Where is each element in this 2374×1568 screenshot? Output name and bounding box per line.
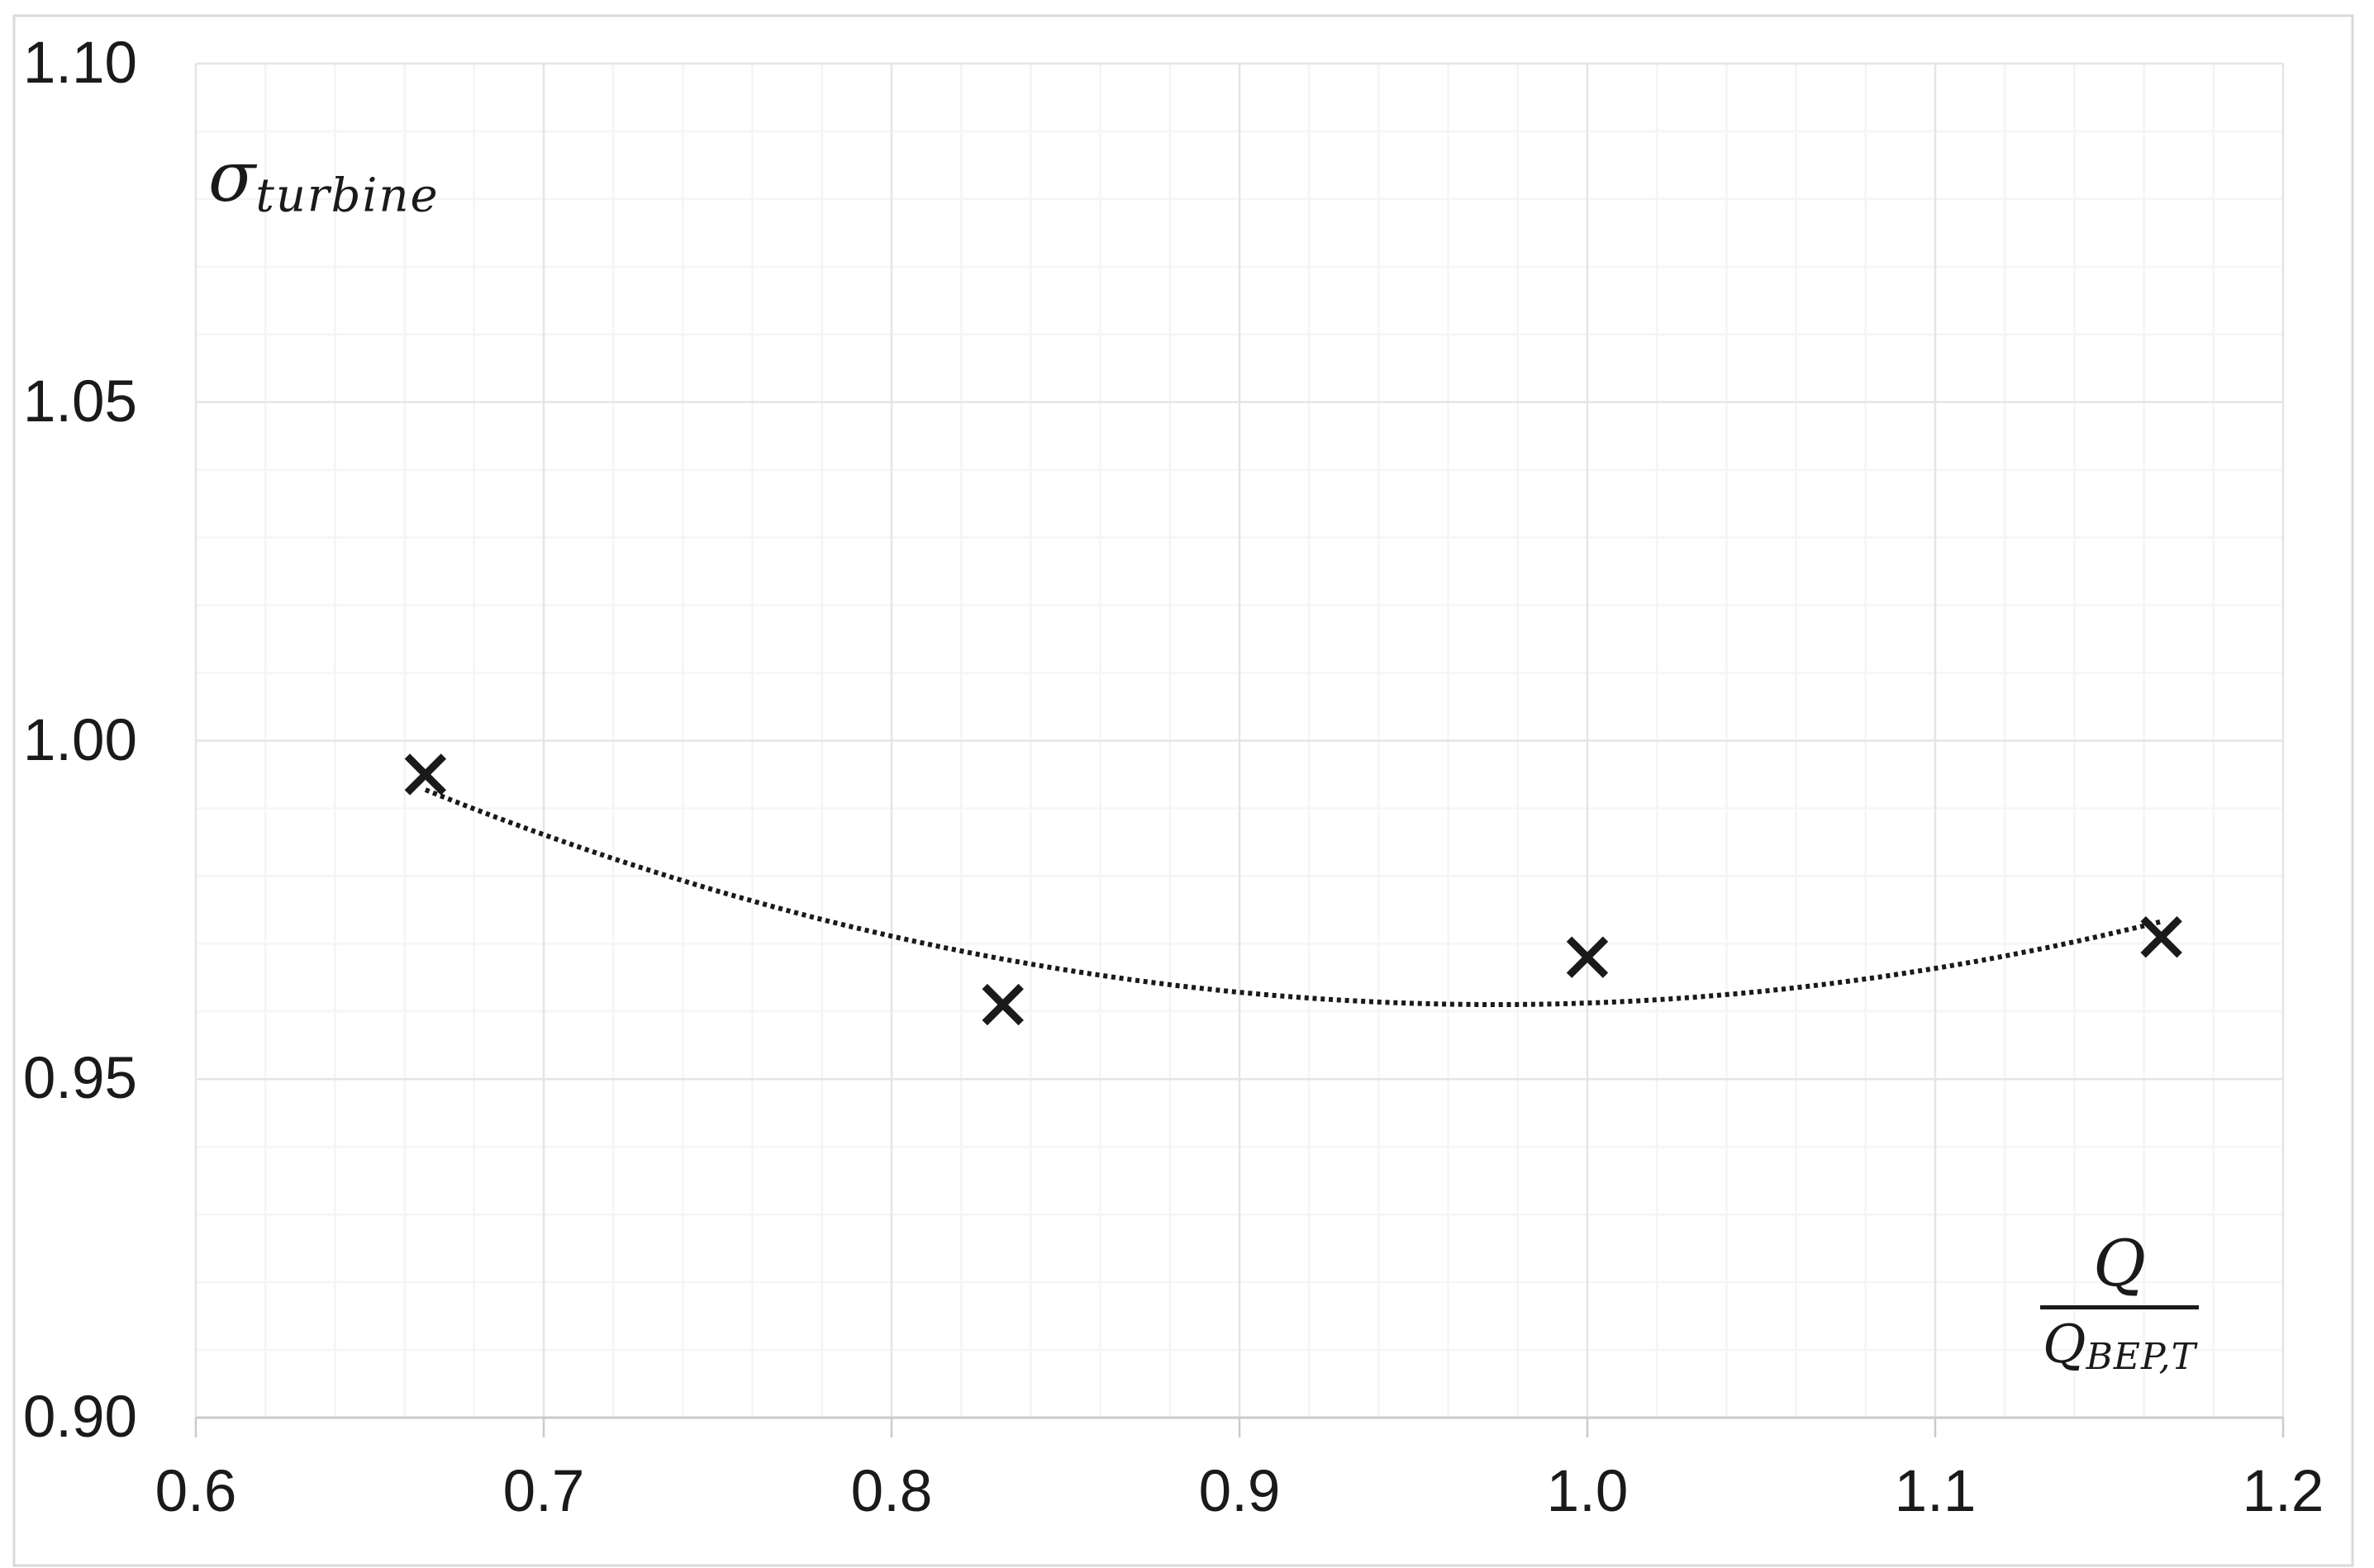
y-tick-label: 1.00	[22, 707, 137, 773]
data-point-marker	[982, 983, 1024, 1026]
figure-border	[12, 14, 2354, 1567]
data-point-marker	[2140, 915, 2182, 958]
fraction-numerator: Q	[2093, 1227, 2146, 1301]
x-axis-title: Q QBEP,T	[2016, 1229, 2223, 1388]
data-point-marker	[1566, 936, 1609, 978]
fraction-denominator: QBEP,T	[2016, 1314, 2223, 1388]
x-tick-label: 0.9	[1198, 1459, 1281, 1524]
y-tick-label: 1.10	[22, 31, 137, 96]
y-tick-label: 0.95	[22, 1046, 137, 1112]
y-axis-title: σturbine	[208, 139, 440, 221]
x-tick-label: 0.8	[850, 1459, 933, 1524]
fraction-denominator-subscript: BEP,T	[2086, 1335, 2196, 1378]
x-tick-label: 1.0	[1546, 1459, 1629, 1524]
y-tick-label: 0.90	[22, 1385, 137, 1450]
x-tick-label: 0.7	[502, 1459, 585, 1524]
data-point-marker	[404, 753, 447, 796]
x-tick-label: 1.1	[1894, 1459, 1977, 1524]
trendline-dotted-curve	[424, 787, 2162, 1007]
fraction-bar	[2040, 1305, 2199, 1309]
x-tick-label: 0.6	[155, 1459, 237, 1524]
sigma-symbol: σ	[208, 136, 256, 217]
sigma-subscript: turbine	[255, 169, 440, 223]
y-tick-label: 1.05	[22, 368, 137, 435]
x-tick-label: 1.2	[2242, 1459, 2324, 1524]
fraction-denominator-base: Q	[2043, 1314, 2086, 1376]
